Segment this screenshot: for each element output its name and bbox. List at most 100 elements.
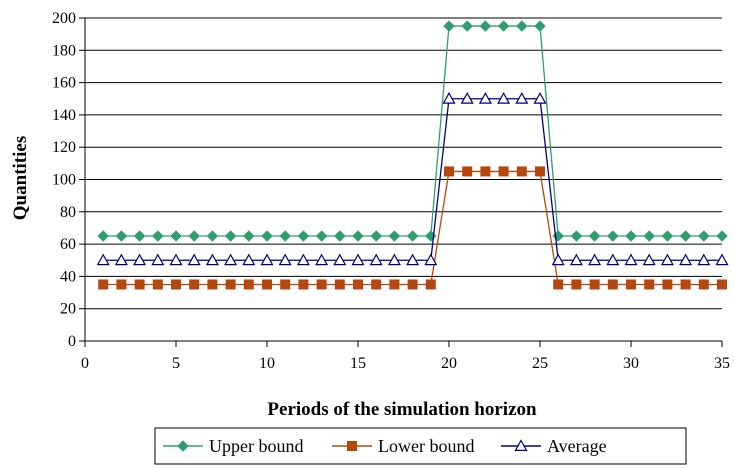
- y-tick-label: 20: [60, 301, 76, 318]
- legend-entry: Average: [501, 436, 607, 456]
- data-point: [642, 253, 656, 266]
- data-point: [607, 230, 619, 242]
- data-point: [206, 230, 219, 242]
- data-point: [498, 166, 509, 177]
- data-point: [461, 20, 473, 32]
- data-point: [607, 279, 618, 290]
- data-point: [242, 253, 256, 266]
- x-tick-label: 20: [441, 355, 457, 372]
- data-point: [444, 166, 454, 177]
- data-point: [698, 279, 709, 290]
- series-line: [103, 170, 722, 286]
- data-point: [571, 279, 582, 290]
- x-tick-label: 30: [623, 355, 639, 372]
- data-point: [535, 166, 545, 177]
- x-tick-label: 10: [259, 355, 275, 372]
- series-upper-bound: [97, 20, 728, 242]
- y-tick-label: 140: [52, 107, 76, 124]
- data-point: [207, 279, 218, 290]
- gridlines: [85, 17, 722, 342]
- data-point: [224, 253, 238, 266]
- data-point: [334, 279, 345, 290]
- data-point: [224, 230, 237, 242]
- data-point: [717, 279, 727, 290]
- data-point: [261, 230, 273, 242]
- data-point: [260, 253, 274, 266]
- data-point: [588, 253, 602, 266]
- data-point: [371, 279, 382, 290]
- data-point: [369, 253, 383, 266]
- legend-label: Average: [547, 436, 607, 456]
- data-point: [316, 279, 327, 290]
- data-point: [715, 253, 729, 266]
- y-tick-label: 60: [60, 236, 76, 253]
- data-point: [334, 230, 346, 242]
- data-point: [497, 92, 511, 104]
- data-point: [278, 253, 292, 266]
- data-point: [243, 279, 254, 290]
- legend-marker: [347, 441, 357, 451]
- data-point: [97, 230, 109, 242]
- data-point: [662, 279, 673, 290]
- x-axis-title: Periods of the simulation horizon: [267, 399, 537, 420]
- data-point: [353, 279, 363, 290]
- data-point: [152, 230, 164, 242]
- data-point: [262, 279, 272, 290]
- y-tick-label: 80: [60, 204, 76, 221]
- legend-label: Upper bound: [209, 436, 303, 456]
- legend-entry: Upper bound: [163, 436, 303, 456]
- data-point: [660, 253, 674, 266]
- data-point: [243, 230, 255, 242]
- series-layer: [96, 20, 729, 290]
- x-tick-label: 0: [81, 355, 89, 372]
- data-point: [151, 253, 165, 266]
- data-point: [296, 253, 310, 266]
- data-point: [406, 253, 420, 266]
- series-average: [96, 92, 729, 266]
- data-point: [406, 230, 419, 242]
- data-point: [387, 253, 401, 266]
- series-line: [103, 25, 722, 237]
- data-point: [679, 230, 692, 242]
- data-point: [279, 230, 291, 242]
- data-point: [351, 253, 365, 266]
- data-point: [497, 20, 510, 32]
- data-point: [152, 279, 163, 290]
- data-point: [479, 20, 492, 32]
- data-point: [315, 230, 328, 242]
- data-point: [624, 253, 638, 266]
- data-point: [114, 253, 128, 266]
- x-tick-label: 25: [532, 355, 548, 372]
- series-lower-bound: [98, 166, 727, 290]
- data-point: [424, 253, 438, 266]
- data-point: [478, 92, 492, 104]
- legend-marker: [177, 440, 189, 452]
- data-point: [533, 92, 547, 104]
- data-point: [644, 279, 655, 290]
- data-point: [116, 279, 127, 290]
- data-point: [115, 230, 128, 242]
- data-point: [462, 166, 473, 177]
- data-point: [298, 279, 309, 290]
- data-point: [516, 166, 527, 177]
- x-tick-label: 15: [350, 355, 366, 372]
- data-point: [370, 230, 382, 242]
- data-point: [679, 253, 693, 266]
- y-tick-label: 100: [52, 172, 76, 189]
- data-point: [534, 20, 546, 32]
- data-point: [388, 230, 401, 242]
- data-point: [442, 92, 456, 104]
- data-point: [189, 279, 200, 290]
- data-point: [589, 279, 600, 290]
- data-point: [625, 230, 637, 242]
- axes: [79, 17, 723, 347]
- data-point: [551, 253, 565, 266]
- data-point: [425, 279, 436, 290]
- y-tick-label: 40: [60, 268, 76, 285]
- y-tick-label: 160: [52, 75, 76, 92]
- data-point: [170, 230, 182, 242]
- data-point: [297, 230, 310, 242]
- data-point: [716, 230, 728, 242]
- data-point: [352, 230, 364, 242]
- data-point: [205, 253, 219, 266]
